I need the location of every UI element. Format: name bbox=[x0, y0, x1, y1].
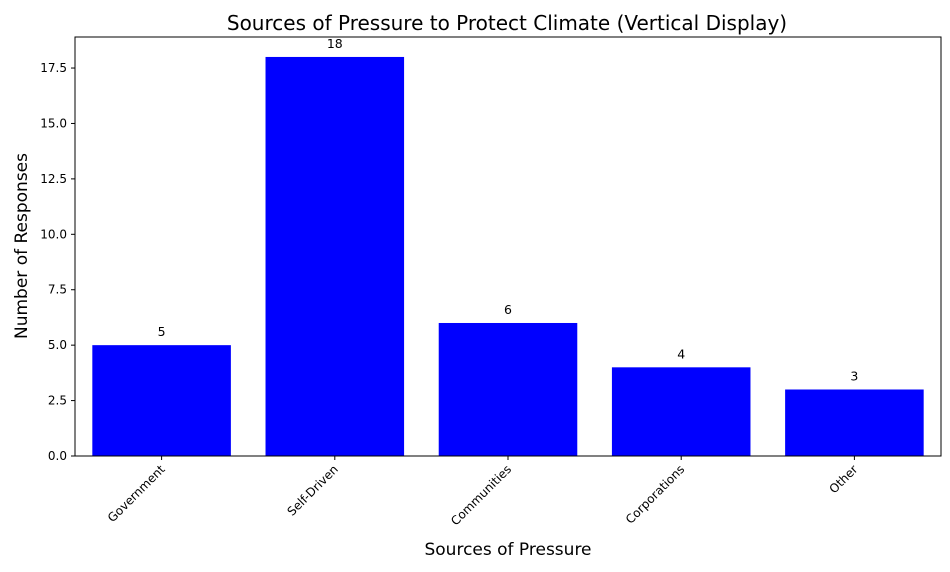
bar-self-driven bbox=[265, 56, 405, 456]
y-axis-label: Number of Responses bbox=[12, 153, 32, 339]
x-tick-label: Communities bbox=[448, 462, 514, 528]
data-label: 4 bbox=[677, 346, 685, 361]
axes-frame bbox=[74, 36, 942, 457]
y-tick-label: 10.0 bbox=[40, 227, 67, 241]
data-label: 5 bbox=[158, 324, 166, 339]
y-tick-label: 0.0 bbox=[48, 449, 67, 463]
x-tick-label: Corporations bbox=[623, 462, 687, 526]
plot-area: 5 Government 18 Self-Driven 6 Communities 4 Cor… bbox=[40, 36, 942, 528]
data-label: 6 bbox=[504, 302, 512, 317]
data-label: 18 bbox=[327, 36, 343, 51]
x-tick-label: Government bbox=[105, 462, 168, 525]
bar-government bbox=[92, 345, 231, 456]
y-tick-label: 15.0 bbox=[40, 116, 67, 130]
y-tick-label: 2.5 bbox=[48, 394, 67, 408]
y-tick-label: 5.0 bbox=[48, 338, 67, 352]
bar-corporations bbox=[611, 367, 751, 456]
x-tick-label: Self-Driven bbox=[284, 462, 340, 518]
bar-communities bbox=[438, 322, 578, 456]
x-axis-label: Sources of Pressure bbox=[424, 540, 591, 560]
x-tick-label: Other bbox=[827, 462, 861, 496]
y-tick-label: 17.5 bbox=[40, 61, 67, 75]
y-tick-label: 12.5 bbox=[40, 172, 67, 186]
data-label: 3 bbox=[850, 368, 858, 383]
bar-other bbox=[785, 389, 924, 456]
chart-title: Sources of Pressure to Protect Climate (… bbox=[227, 11, 787, 35]
y-tick-label: 7.5 bbox=[48, 283, 67, 297]
